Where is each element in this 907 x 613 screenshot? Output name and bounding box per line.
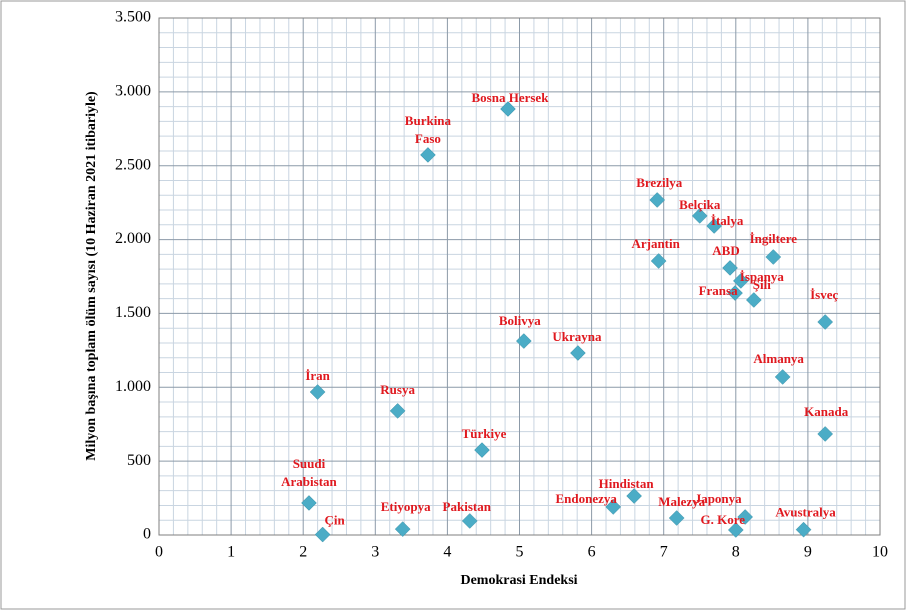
point: [668, 510, 685, 526]
point-label: İspanya: [740, 269, 785, 284]
point: [795, 521, 812, 538]
point-label: Şili: [753, 277, 771, 292]
point-label: Belçika: [679, 197, 721, 212]
point: [500, 101, 516, 117]
y-tick-label: 1.000: [115, 378, 151, 395]
point: [314, 526, 331, 543]
point: [605, 499, 622, 515]
point: [745, 292, 762, 308]
point-label: İngiltere: [750, 231, 798, 246]
point-label: Almanya: [753, 351, 804, 366]
point: [394, 521, 411, 537]
x-tick-label: 5: [516, 544, 524, 561]
point-label: Hindistan: [599, 476, 655, 491]
point: [774, 369, 791, 385]
point-label: Rusya: [380, 382, 415, 397]
point: [309, 384, 326, 400]
point: [691, 208, 708, 224]
y-tick-label: 0: [143, 526, 151, 543]
y-axis-label: Milyon başına toplam ölüm sayısı (10 Haz…: [84, 91, 99, 461]
y-tick-label: 2.500: [115, 156, 151, 173]
point-label: Fransa: [699, 283, 739, 298]
point-label: Türkiye: [462, 426, 507, 441]
point-label: Pakistan: [443, 499, 492, 514]
point: [389, 403, 406, 419]
point-label: Etiyopya: [381, 499, 431, 514]
x-tick-label: 1: [227, 544, 235, 561]
point-label: Suudi Arabistan: [281, 456, 337, 489]
point: [474, 442, 490, 458]
point: [650, 253, 667, 269]
x-tick-label: 4: [443, 544, 451, 561]
point-label: Ukrayna: [552, 329, 602, 344]
x-tick-label: 3: [371, 544, 379, 561]
point: [301, 495, 317, 511]
point-label: Bolivya: [499, 313, 541, 328]
x-tick-label: 6: [588, 544, 596, 561]
y-tick-label: 2.000: [115, 230, 151, 247]
point: [461, 513, 478, 529]
x-axis-label: Demokrasi Endeksi: [460, 573, 577, 588]
x-tick-label: 10: [872, 544, 888, 561]
y-tick-label: 1.500: [115, 304, 151, 321]
point: [515, 333, 532, 349]
point: [737, 509, 754, 525]
y-tick-label: 3.500: [115, 9, 151, 26]
point-label: G. Kore: [701, 512, 746, 527]
point-label: Burkina Faso: [405, 113, 452, 146]
point: [817, 314, 834, 330]
point-label: Arjantin: [631, 236, 680, 251]
point: [649, 192, 666, 208]
point: [765, 249, 782, 265]
y-tick-label: 500: [127, 452, 151, 469]
point-label: Malezya: [658, 494, 705, 509]
plot-border: [158, 17, 881, 536]
point: [420, 147, 436, 163]
grid: [158, 17, 881, 536]
x-tick-label: 8: [732, 544, 740, 561]
x-tick-label: 7: [660, 544, 668, 561]
point: [732, 273, 749, 289]
x-tick-label: 2: [299, 544, 307, 561]
point-label: Brezilya: [636, 175, 682, 190]
point-label: İsveç: [810, 287, 838, 302]
point: [570, 345, 586, 361]
y-tick-label: 3.000: [115, 83, 151, 100]
marks: İran Rusya Suudi Arabistan Çin Etiyopya Pakist…: [281, 90, 849, 543]
point-label: Avustralya: [775, 505, 836, 520]
x-tick-label: 9: [804, 544, 812, 561]
x-tick-label: 0: [155, 544, 163, 561]
point: [817, 426, 834, 442]
point: [727, 285, 743, 301]
point-label: Bosna Hersek: [472, 90, 550, 105]
point-label: Kanada: [804, 404, 849, 419]
point-label: Çin: [325, 513, 346, 528]
point: [727, 522, 744, 538]
point: [706, 218, 723, 234]
point-label: Endonezya: [556, 491, 618, 506]
point-label: İtalya: [711, 213, 744, 228]
point-label: Japonya: [695, 491, 742, 506]
point: [626, 488, 642, 504]
point-label: ABD: [712, 243, 739, 258]
point-label: İran: [305, 368, 330, 383]
point: [722, 260, 738, 276]
